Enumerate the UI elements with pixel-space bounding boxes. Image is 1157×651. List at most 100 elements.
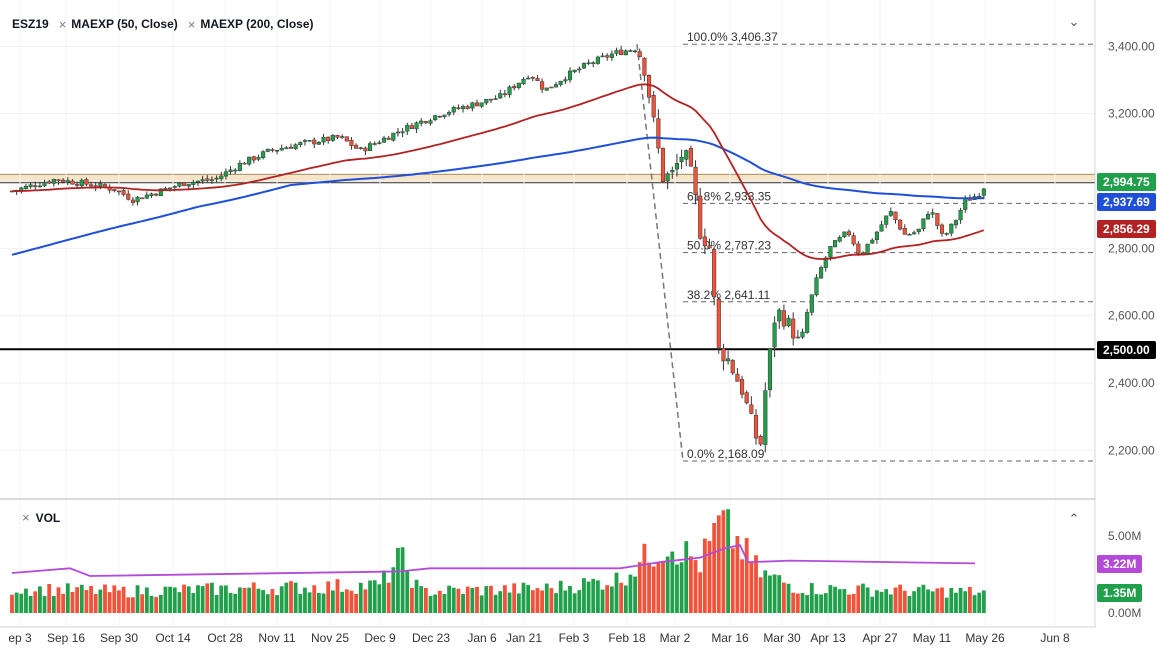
candle-body	[205, 178, 210, 181]
volume-bar	[675, 564, 679, 613]
candle	[939, 223, 945, 237]
candle	[781, 304, 786, 330]
candle	[554, 81, 559, 88]
candle	[498, 89, 503, 99]
candle	[423, 120, 428, 125]
candle-body	[456, 107, 461, 110]
volume-bar	[172, 587, 177, 613]
candle-body	[302, 140, 307, 142]
volume-bar	[270, 589, 275, 613]
volume-bar	[949, 587, 954, 613]
volume-bar	[335, 579, 340, 613]
volume-bar	[461, 593, 465, 613]
candle-body	[474, 102, 480, 107]
candle	[730, 359, 735, 375]
candle	[126, 190, 131, 201]
remove-volume-icon[interactable]: ×	[22, 510, 30, 525]
volume-bar	[842, 589, 847, 613]
candle	[349, 137, 354, 150]
candle-body	[930, 212, 935, 215]
volume-bar	[605, 585, 610, 613]
remove-ma200-icon[interactable]: ×	[187, 16, 196, 32]
candle	[865, 243, 870, 255]
volume-bar	[298, 593, 303, 613]
candle-body	[75, 184, 80, 186]
remove-ma50-icon[interactable]: ×	[58, 16, 67, 32]
candle-body	[674, 163, 680, 170]
volume-bar	[503, 585, 507, 613]
chevron-down-icon[interactable]: ⌄	[1068, 14, 1080, 29]
volume-bar	[182, 584, 186, 613]
candle-body	[795, 336, 800, 339]
x-tick-label: May 11	[913, 631, 952, 645]
ma50-legend-label[interactable]: MAEXP (50, Close)	[71, 17, 178, 31]
candle-body	[256, 156, 261, 160]
volume-bar	[219, 585, 224, 613]
volume-legend-label[interactable]: VOL	[35, 510, 61, 525]
volume-bar	[42, 596, 47, 613]
volume-bar	[954, 592, 958, 613]
candle	[251, 155, 256, 164]
candle	[791, 312, 796, 346]
volume-bar	[512, 583, 517, 613]
candle	[135, 196, 140, 206]
candle	[75, 181, 80, 189]
volume-bar	[465, 586, 470, 613]
candle	[670, 166, 675, 179]
volume-bars	[10, 509, 986, 613]
volume-bar	[154, 597, 159, 613]
candle-body	[498, 93, 503, 99]
candle	[293, 143, 298, 150]
candle-body	[865, 243, 870, 254]
volume-bar	[609, 586, 614, 613]
candle-body	[898, 219, 903, 230]
candle	[321, 133, 326, 146]
x-tick-label: Nov 25	[311, 631, 349, 645]
volume-bar	[191, 593, 196, 613]
volume-bar	[442, 594, 447, 613]
volume-bar	[772, 574, 777, 613]
candle	[702, 228, 707, 255]
volume-bar	[205, 583, 210, 613]
candle-body	[740, 379, 745, 395]
chevron-up-icon[interactable]: ⌃	[1068, 511, 1080, 526]
y-tick-label: 3,400.00	[1108, 39, 1155, 53]
volume-bar	[907, 595, 912, 613]
candle-body	[749, 404, 754, 414]
volume-bar	[837, 589, 842, 613]
volume-bar	[196, 585, 200, 613]
candle-body	[89, 184, 94, 187]
volume-bar	[256, 588, 261, 613]
volume-bar	[107, 592, 112, 613]
candle	[679, 149, 684, 169]
candle-body	[28, 184, 33, 188]
candle-body	[177, 182, 182, 187]
volume-bar	[396, 547, 400, 613]
candle-body	[753, 414, 759, 439]
candle	[177, 181, 182, 188]
candle	[191, 179, 196, 189]
candle	[981, 187, 986, 200]
candle	[819, 265, 824, 279]
volume-bar	[275, 595, 279, 613]
candle	[140, 197, 145, 200]
volume-bar	[651, 566, 656, 613]
volume-bar	[326, 581, 331, 613]
candle-body	[493, 98, 498, 100]
candle	[623, 49, 628, 56]
ma200-legend-label[interactable]: MAEXP (200, Close)	[200, 17, 314, 31]
candle-body	[791, 318, 796, 339]
candle-body	[195, 180, 201, 183]
candle-body	[261, 151, 266, 159]
symbol-label[interactable]: ESZ19	[12, 17, 49, 31]
volume-bar	[665, 556, 670, 613]
ma200-line	[11, 136, 984, 256]
volume-bar	[568, 586, 572, 613]
candle	[530, 76, 535, 82]
candle	[907, 233, 912, 236]
volume-bar	[851, 593, 856, 613]
candle	[879, 220, 884, 232]
candle	[488, 98, 493, 104]
